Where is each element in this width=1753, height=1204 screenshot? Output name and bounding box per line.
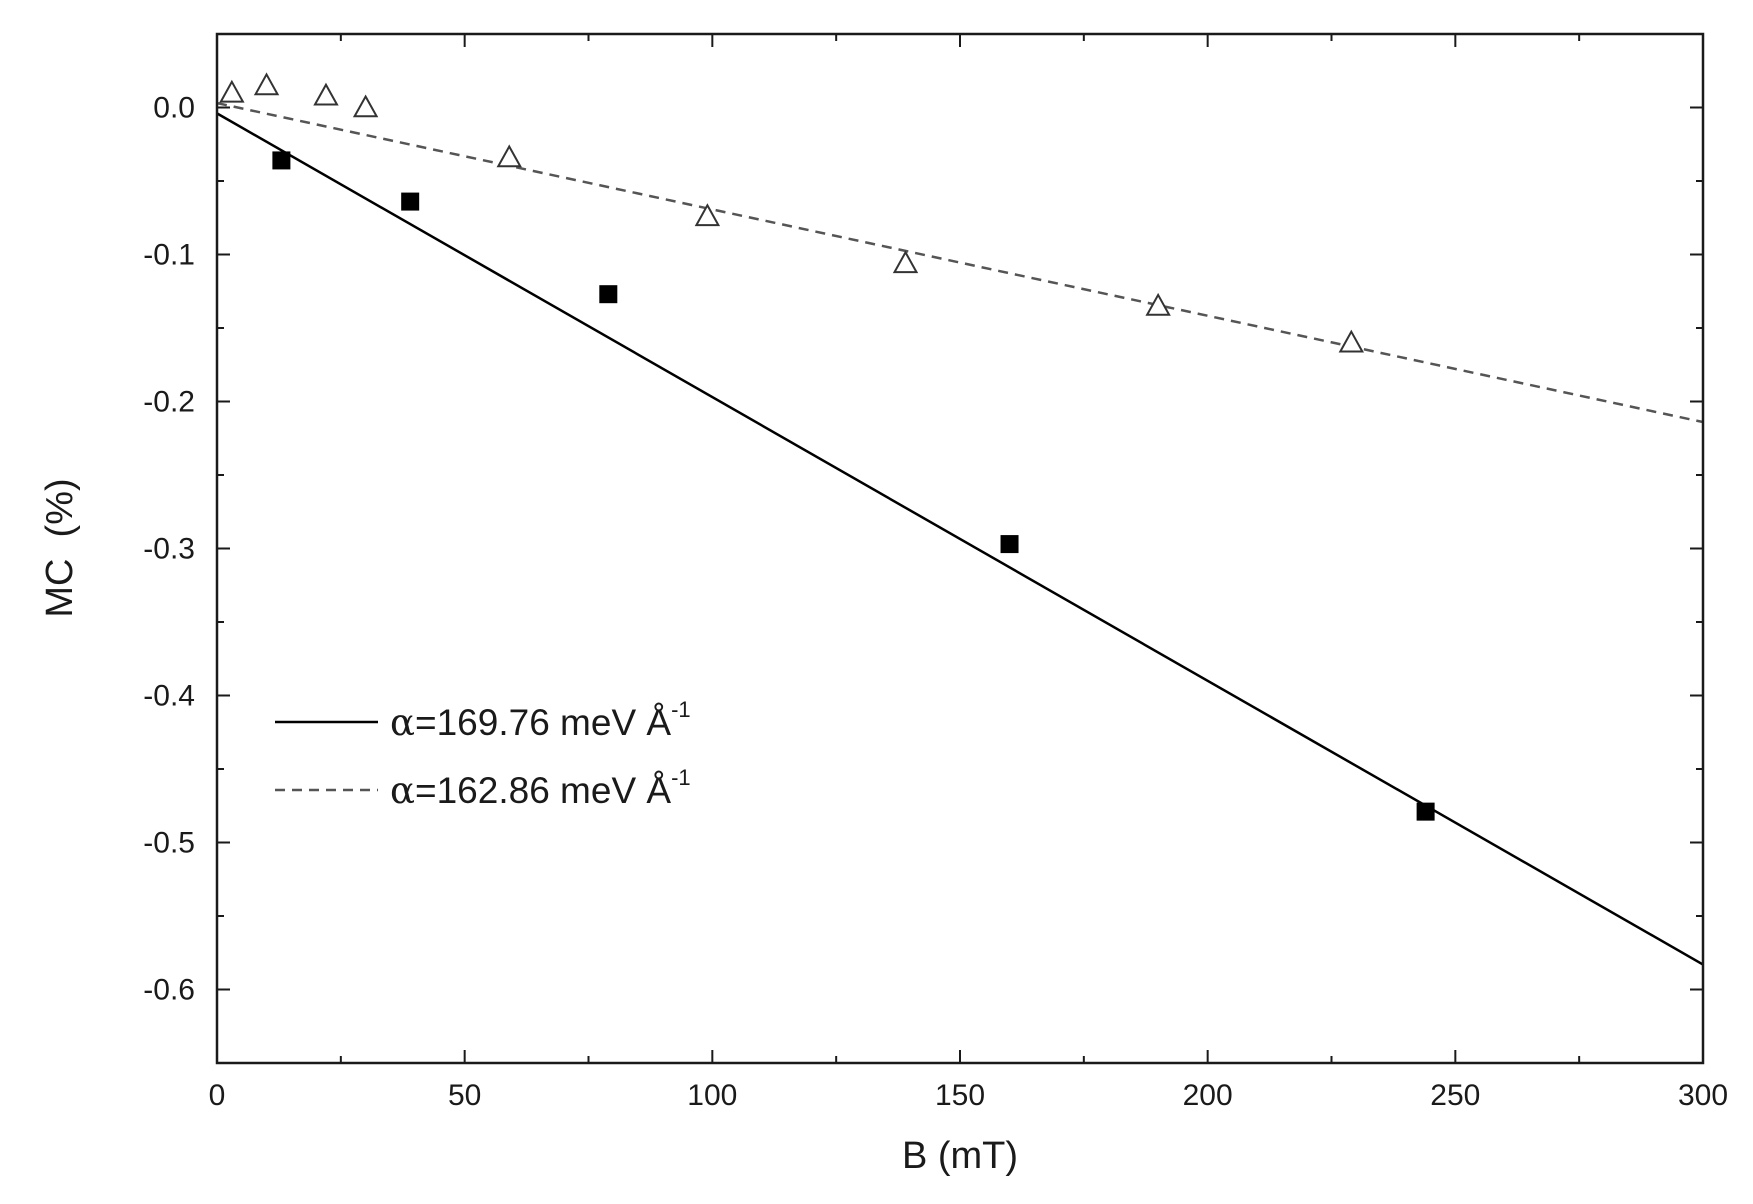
y-tick-label: -0.3: [143, 533, 195, 566]
axis-ticks: [216, 33, 1704, 1064]
x-tick-label: 50: [448, 1079, 481, 1112]
square-point: [401, 192, 420, 211]
x-tick-label: 100: [687, 1079, 737, 1112]
y-tick-label: 0.0: [153, 92, 195, 125]
x-tick-label: 300: [1678, 1079, 1728, 1112]
square-point: [272, 151, 291, 170]
y-tick-label: -0.1: [143, 239, 195, 272]
x-tick-label: 0: [209, 1079, 226, 1112]
triangle-point: [496, 144, 522, 168]
x-tick-label: 250: [1430, 1079, 1480, 1112]
x-tick-label: 150: [935, 1079, 985, 1112]
square-point: [599, 285, 618, 304]
plot-frame: [215, 32, 1705, 1065]
triangle-point: [892, 250, 919, 274]
triangle-point: [1145, 292, 1171, 316]
y-axis-title: MC (%): [39, 478, 81, 617]
y-tick-label: -0.5: [143, 827, 195, 860]
legend-label-2: α=162.86 meV Å-1: [390, 765, 691, 812]
triangle-point: [253, 72, 280, 96]
legend: α=169.76 meV Å-1 α=162.86 meV Å-1: [275, 697, 691, 812]
triangle-point: [1338, 329, 1365, 353]
triangle-point: [313, 82, 339, 106]
triangle-point: [219, 79, 245, 103]
x-tick-labels: 0 50 100 150 200 250 300: [209, 1079, 1728, 1112]
x-tick-label: 200: [1183, 1079, 1233, 1112]
x-axis-title: B (mT): [902, 1135, 1018, 1177]
y-tick-labels: 0.0 -0.1 -0.2 -0.3 -0.4 -0.5 -0.6: [143, 92, 195, 1007]
square-point: [1416, 802, 1435, 821]
data-points: [219, 72, 1435, 821]
y-tick-label: -0.4: [143, 680, 195, 713]
triangle-point: [694, 203, 721, 227]
fit-lines: [217, 101, 1703, 966]
fit-line-1: [217, 112, 1703, 966]
fit-line-2: [217, 101, 1703, 424]
square-point: [1000, 535, 1019, 554]
y-tick-label: -0.6: [143, 974, 195, 1007]
y-tick-label: -0.2: [143, 386, 195, 419]
legend-label-1: α=169.76 meV Å-1: [390, 697, 691, 744]
triangle-point: [352, 94, 379, 118]
